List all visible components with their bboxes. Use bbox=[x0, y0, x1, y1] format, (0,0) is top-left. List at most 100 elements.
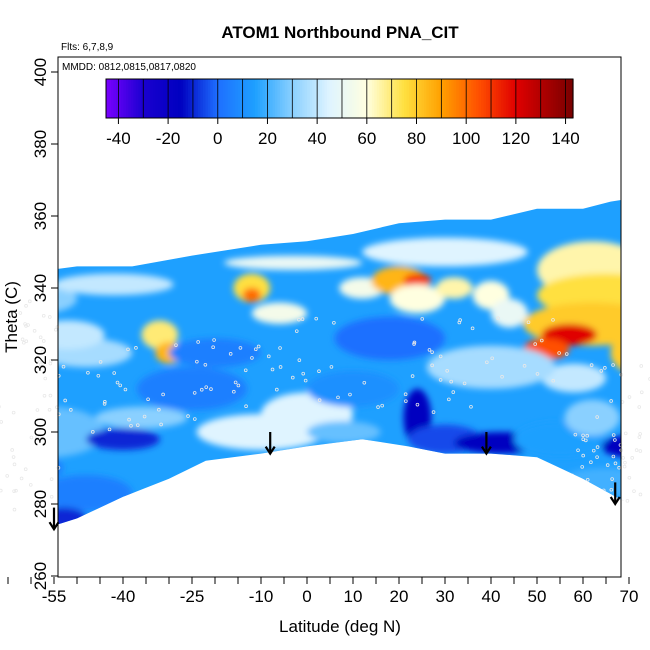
sample-marker bbox=[107, 427, 112, 432]
plot-frame bbox=[57, 56, 622, 578]
sample-marker bbox=[278, 346, 282, 350]
sample-marker bbox=[332, 320, 336, 325]
colorbar-segment bbox=[237, 79, 241, 118]
sample-marker bbox=[103, 400, 107, 404]
y-tick-label: 300 bbox=[31, 418, 50, 446]
colorbar-segment bbox=[448, 79, 452, 118]
field-feature bbox=[435, 277, 473, 299]
sample-marker bbox=[290, 375, 295, 380]
colorbar-segment bbox=[319, 79, 323, 118]
sample-marker bbox=[32, 329, 37, 333]
flight-arrow bbox=[480, 432, 492, 456]
sample-marker bbox=[610, 477, 614, 481]
sample-marker bbox=[40, 350, 45, 354]
sample-marker bbox=[427, 348, 432, 352]
field-feature bbox=[560, 468, 621, 497]
sample-marker bbox=[96, 373, 101, 378]
sample-marker bbox=[634, 448, 639, 452]
colorbar-segment bbox=[245, 79, 249, 118]
colorbar-segment bbox=[282, 79, 286, 118]
sample-marker bbox=[376, 405, 380, 409]
colorbar-segment bbox=[483, 79, 487, 118]
sample-marker bbox=[115, 380, 120, 385]
sample-marker bbox=[29, 435, 34, 440]
sample-marker bbox=[430, 363, 434, 368]
colorbar-segment bbox=[279, 79, 283, 118]
sample-marker bbox=[611, 454, 616, 459]
colorbar-segment bbox=[384, 79, 388, 118]
colorbar-segment bbox=[148, 79, 152, 118]
sample-marker bbox=[10, 448, 14, 452]
colorbar-segment bbox=[145, 79, 149, 118]
field-feature bbox=[58, 320, 105, 350]
colorbar-segment bbox=[525, 79, 529, 118]
colorbar-tick-label: 20 bbox=[258, 129, 277, 148]
sample-marker bbox=[314, 316, 319, 321]
sample-marker bbox=[195, 359, 199, 364]
sample-marker bbox=[297, 358, 302, 362]
colorbar-segment bbox=[339, 79, 343, 118]
colorbar-segment bbox=[222, 79, 226, 118]
colorbar-segment bbox=[550, 79, 554, 118]
sample-marker bbox=[605, 463, 610, 467]
colorbar-segment bbox=[341, 79, 346, 118]
sample-marker bbox=[625, 499, 630, 503]
sample-marker bbox=[192, 391, 197, 395]
sample-marker bbox=[129, 423, 133, 428]
sample-marker bbox=[56, 374, 61, 378]
sample-marker bbox=[236, 383, 241, 388]
colorbar-segment bbox=[178, 79, 182, 118]
sample-marker bbox=[535, 372, 540, 376]
colorbar-segment bbox=[264, 79, 269, 118]
sample-marker bbox=[34, 502, 38, 506]
sample-marker bbox=[232, 389, 236, 394]
colorbar-segment bbox=[431, 79, 435, 118]
colorbar-segment bbox=[560, 79, 564, 118]
colorbar-segment bbox=[108, 79, 112, 118]
colorbar-segment bbox=[361, 79, 365, 118]
sample-marker bbox=[585, 477, 590, 482]
colorbar-segment bbox=[540, 79, 544, 118]
sample-marker bbox=[362, 380, 367, 385]
sample-marker bbox=[589, 460, 593, 465]
y-tick-label: 320 bbox=[31, 346, 50, 374]
sample-marker bbox=[98, 360, 103, 364]
colorbar-segment bbox=[274, 79, 278, 118]
colorbar-segment bbox=[187, 79, 192, 118]
sample-marker bbox=[317, 398, 322, 402]
colorbar-segment bbox=[399, 79, 403, 118]
sample-marker bbox=[623, 460, 627, 465]
colorbar: -40 -20 0 20 40 60 80 100 120 140 bbox=[105, 78, 580, 148]
sample-marker bbox=[61, 364, 66, 369]
sample-marker bbox=[581, 433, 585, 438]
colorbar-segment bbox=[471, 79, 475, 118]
colorbar-segment bbox=[543, 79, 547, 118]
y-tick-label: 400 bbox=[31, 58, 50, 86]
field-feature bbox=[58, 475, 133, 512]
colorbar-segment bbox=[344, 79, 348, 118]
colorbar-segment bbox=[530, 79, 534, 118]
sample-marker bbox=[564, 352, 569, 356]
colorbar-segment bbox=[371, 79, 375, 118]
sample-marker bbox=[526, 320, 531, 325]
sample-marker bbox=[620, 400, 625, 404]
colorbar-segment bbox=[118, 79, 122, 118]
x-tick-label: -10 bbox=[249, 587, 274, 606]
sample-marker bbox=[278, 365, 283, 369]
sample-marker bbox=[48, 361, 53, 366]
sample-marker bbox=[470, 326, 475, 331]
colorbar-segment bbox=[267, 79, 271, 118]
colorbar-segment bbox=[488, 79, 492, 118]
sample-marker bbox=[266, 354, 271, 359]
sample-marker bbox=[490, 356, 494, 361]
colorbar-segment bbox=[309, 79, 313, 118]
field-feature bbox=[426, 345, 556, 389]
sample-marker bbox=[410, 374, 415, 378]
field-features bbox=[58, 237, 621, 530]
colorbar-segment bbox=[287, 79, 291, 118]
colorbar-segment bbox=[508, 79, 512, 118]
sample-markers bbox=[0, 299, 650, 512]
x-tick-label: 50 bbox=[528, 587, 547, 606]
sample-marker bbox=[42, 393, 47, 398]
colorbar-segment bbox=[446, 79, 450, 118]
